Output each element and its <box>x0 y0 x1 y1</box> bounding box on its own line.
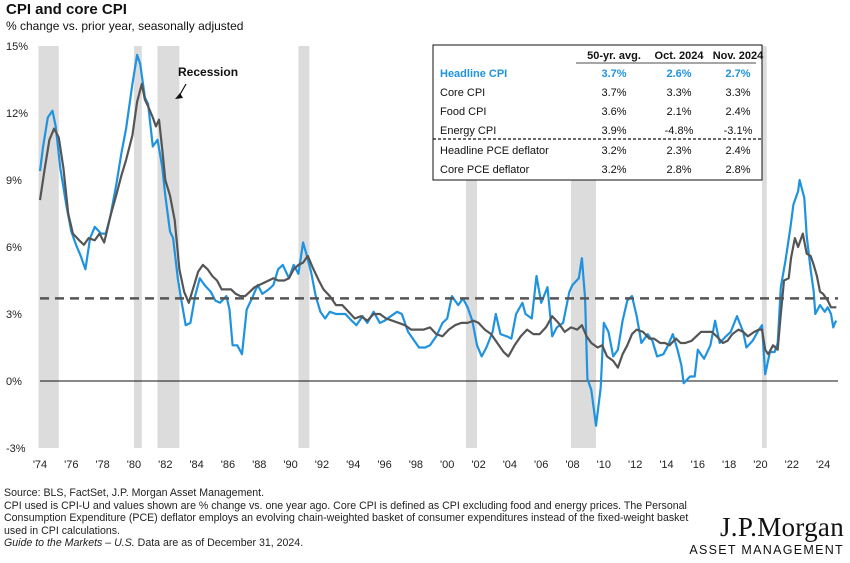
table-cell: 3.2% <box>601 164 626 176</box>
y-tick-label: 0% <box>6 376 22 388</box>
jpmorgan-logo: J.P.Morgan ASSET MANAGEMENT <box>689 512 844 557</box>
table-cell: 2.3% <box>666 145 691 157</box>
x-tick-label: '80 <box>127 459 141 470</box>
series-lines <box>38 53 838 427</box>
table-cell: 2.4% <box>725 145 750 157</box>
x-tick-label: '86 <box>221 459 235 470</box>
logo-wordmark: J.P.Morgan <box>719 512 844 542</box>
chart-title: CPI and core CPI <box>6 1 127 18</box>
table-cell: 3.6% <box>601 106 626 118</box>
x-tick-label: '00 <box>440 459 454 470</box>
x-tick-label: '84 <box>189 459 203 470</box>
table-cell: 2.7% <box>725 68 750 80</box>
x-tick-label: '24 <box>816 459 830 470</box>
table-cell: 3.3% <box>725 87 750 99</box>
table-cell: 2.6% <box>666 68 691 80</box>
table-cell: 3.9% <box>601 125 626 137</box>
x-tick-label: '76 <box>64 459 78 470</box>
x-tick-label: '06 <box>534 459 548 470</box>
recession-band-2 <box>157 46 180 448</box>
table-cell: 2.8% <box>725 164 750 176</box>
y-tick-label: 6% <box>6 242 22 254</box>
table-cell: 3.3% <box>666 87 691 99</box>
x-tick-label: '88 <box>252 459 266 470</box>
footnotes: Source: BLS, FactSet, J.P. Morgan Asset … <box>4 487 716 550</box>
table-header: Nov. 2024 <box>713 50 764 62</box>
chart-subtitle: % change vs. prior year, seasonally adju… <box>6 19 244 33</box>
y-tick-label: 3% <box>6 309 22 321</box>
x-tick-label: '14 <box>659 459 673 470</box>
x-tick-label: '22 <box>785 459 799 470</box>
x-tick-label: '12 <box>628 459 642 470</box>
series-line-core-cpi <box>38 82 837 369</box>
summary-table: 50-yr. avg. Oct. 2024 Nov. 2024 Headline CP… <box>432 44 764 181</box>
data-date: Data are as of December 31, 2024. <box>134 537 304 550</box>
table-row-label: Headline PCE deflator <box>440 145 549 157</box>
y-axis-ticks: -3% 0% 3% 6% 9% 12% 15% <box>6 41 28 455</box>
x-tick-label: '74 <box>33 459 47 470</box>
x-axis-ticks: '74 '76 '78 '80 '82 '84 '86 '88 '90 '92 '94 '96 '98 '… <box>33 459 830 470</box>
x-tick-label: '90 <box>283 459 297 470</box>
y-tick-label: 9% <box>6 175 22 187</box>
y-tick-label: -3% <box>6 443 26 455</box>
table-row-label: Core PCE deflator <box>440 164 530 176</box>
recession-band-6 <box>762 46 767 448</box>
recession-band-0 <box>38 46 59 448</box>
guide-title: Guide to the Markets – U.S. <box>4 537 135 550</box>
source-note: Source: BLS, FactSet, J.P. Morgan Asset … <box>4 487 265 499</box>
table-row-label: Core CPI <box>440 87 485 99</box>
table-cell: 3.7% <box>601 87 626 99</box>
recession-band-4 <box>466 46 477 448</box>
y-tick-label: 15% <box>6 41 28 53</box>
table-cell: 2.8% <box>666 164 691 176</box>
x-tick-label: '04 <box>503 459 517 470</box>
x-tick-label: '96 <box>377 459 391 470</box>
definition-note-1: CPI used is CPI-U and values shown are %… <box>4 499 687 512</box>
data-as-of-note: Guide to the Markets – U.S. Data are as … <box>4 537 716 550</box>
y-tick-label: 12% <box>6 108 28 120</box>
table-cell: 3.7% <box>601 68 626 80</box>
x-tick-label: '82 <box>158 459 172 470</box>
x-tick-label: '10 <box>597 459 611 470</box>
recession-arrow-head <box>175 93 183 99</box>
table-header: Oct. 2024 <box>655 50 705 62</box>
x-tick-label: '94 <box>346 459 360 470</box>
x-tick-label: '08 <box>565 459 579 470</box>
x-tick-label: '20 <box>753 459 767 470</box>
recession-band-1 <box>133 46 142 448</box>
table-cell: 2.1% <box>666 106 691 118</box>
table-cell: -4.8% <box>665 125 694 137</box>
x-tick-label: '78 <box>95 459 109 470</box>
logo-tagline: ASSET MANAGEMENT <box>689 543 844 557</box>
x-tick-label: '16 <box>691 459 705 470</box>
definition-note-2: Consumption Expenditure (PCE) deflator e… <box>4 512 689 525</box>
recession-annotation: Recession <box>175 65 238 99</box>
definition-note-3: used in CPI calculations. <box>4 524 121 537</box>
table-row-label: Energy CPI <box>440 125 496 137</box>
table-row-label: Headline CPI <box>440 68 507 80</box>
cpi-chart: -3%0%3%6%9%12%15% '74'76'78'80'82'84'86 '… <box>6 41 838 470</box>
table-header: 50-yr. avg. <box>587 50 641 62</box>
recession-label: Recession <box>178 65 238 79</box>
table-cell: 3.2% <box>601 145 626 157</box>
x-tick-label: '98 <box>409 459 423 470</box>
series-line-headline-cpi <box>38 53 838 427</box>
x-tick-label: '18 <box>722 459 736 470</box>
table-cell: 2.4% <box>725 106 750 118</box>
table-cell: -3.1% <box>724 125 753 137</box>
x-tick-label: '02 <box>471 459 485 470</box>
table-frame <box>432 44 763 181</box>
x-tick-label: '92 <box>315 459 329 470</box>
table-row-label: Food CPI <box>440 106 486 118</box>
